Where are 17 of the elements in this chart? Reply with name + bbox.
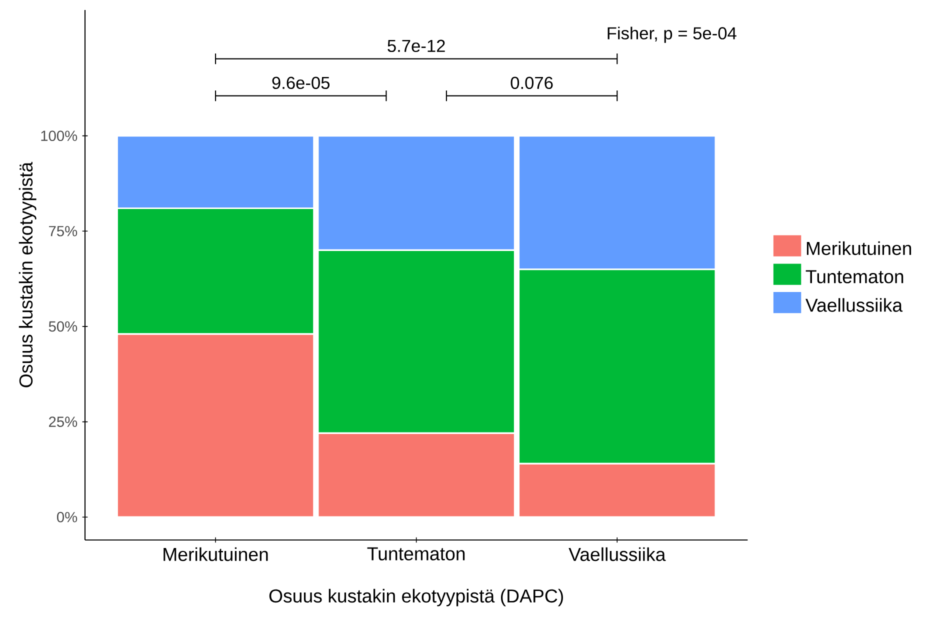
legend-label: Merikutuinen xyxy=(806,241,912,256)
x-tick-label: Tuntematon xyxy=(367,547,465,560)
y-tick-label: 75% xyxy=(49,226,78,236)
y-tick-label: 50% xyxy=(48,321,78,332)
legend-label: Vaellussiika xyxy=(805,298,903,312)
annotation: 5.7e-12 xyxy=(388,40,445,52)
annotation: 0.076 xyxy=(510,76,553,90)
y-tick-label: 100% xyxy=(41,130,78,142)
x-tick-label: Vaellussiika xyxy=(568,547,666,562)
y-tick-label: 25% xyxy=(49,416,78,427)
y-axis-title: Osuus kustakin ekotyypistä xyxy=(18,162,36,388)
x-tick-label: Merikutuinen xyxy=(164,547,268,562)
y-tick-label: 0% xyxy=(56,512,78,522)
annotation: 9.6e-05 xyxy=(272,76,330,90)
legend-label: Tuntematon xyxy=(806,270,904,284)
annotation: Fisher, p = 5e-04 xyxy=(608,26,736,43)
x-axis-title: Osuus kustakin ekotyypistä (DAPC) xyxy=(269,588,563,606)
